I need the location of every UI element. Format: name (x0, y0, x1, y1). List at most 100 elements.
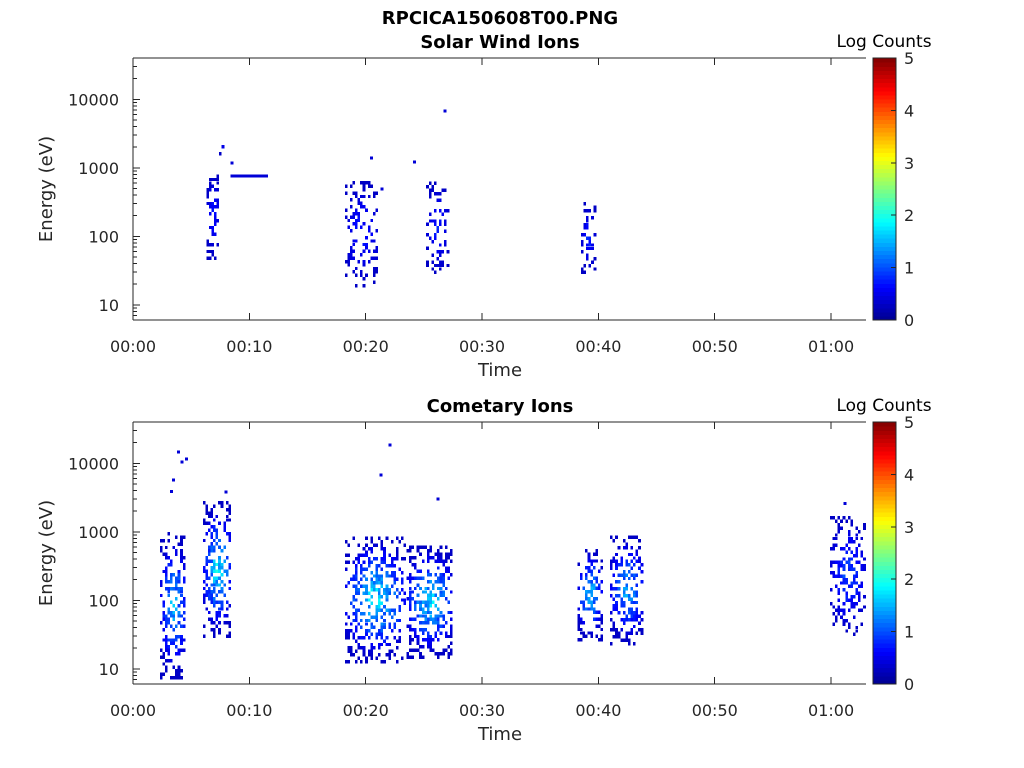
data-cell (380, 540, 384, 544)
data-cell (840, 608, 843, 613)
data-cell (630, 546, 634, 550)
data-cell (228, 624, 231, 628)
data-cell (352, 594, 355, 599)
data-cell (164, 566, 168, 570)
data-cell (214, 198, 217, 202)
data-cell (388, 653, 391, 657)
data-cell (835, 560, 838, 565)
data-cell (208, 242, 212, 247)
data-point (169, 489, 173, 493)
data-cell (595, 586, 598, 591)
data-cell (622, 617, 626, 622)
data-cell (406, 651, 409, 656)
data-cell (206, 191, 209, 195)
data-cell (352, 653, 355, 657)
data-cell (863, 564, 866, 568)
data-cell (439, 191, 442, 196)
data-cell (167, 658, 170, 663)
data-cell (378, 564, 381, 568)
data-cell (375, 249, 379, 253)
data-cell (437, 576, 440, 580)
data-cell (586, 209, 589, 213)
data-cell (372, 280, 376, 284)
data-cell (442, 590, 445, 594)
data-cell (210, 542, 214, 546)
colorbar-swatch (873, 434, 896, 439)
data-cell (370, 615, 373, 619)
data-cell (855, 550, 859, 554)
data-cell (635, 594, 639, 598)
data-cell (587, 590, 591, 594)
data-cell (393, 612, 396, 616)
data-cell (837, 526, 841, 530)
colorbar-swatch (873, 512, 896, 517)
data-cell (630, 535, 634, 540)
data-cell (444, 597, 448, 601)
data-cell (159, 549, 163, 553)
data-cell (837, 612, 841, 616)
data-cell (362, 649, 366, 654)
data-point (172, 478, 176, 482)
data-cell (352, 636, 355, 640)
data-cell (360, 564, 363, 568)
colorbar-swatch (873, 156, 896, 161)
data-cell (372, 194, 376, 199)
x-axis-label: Time (477, 724, 522, 745)
data-cell (406, 655, 409, 659)
data-cell (210, 621, 214, 625)
data-cell (180, 552, 183, 557)
data-cell (439, 590, 443, 594)
data-cell (375, 612, 379, 616)
data-cell (850, 564, 853, 568)
data-cell (214, 212, 217, 216)
data-cell (208, 225, 212, 230)
x-tick-label: 00:30 (459, 701, 505, 720)
data-cell (580, 617, 583, 621)
data-cell (355, 211, 358, 216)
colorbar-swatch (873, 430, 896, 435)
data-cell (210, 593, 214, 597)
data-cell (414, 556, 417, 560)
data-cell (390, 564, 394, 568)
data-cell (164, 658, 168, 663)
data-cell (840, 560, 843, 565)
colorbar-tick-label: 4 (904, 465, 914, 484)
data-cell (206, 256, 209, 260)
data-cell (347, 615, 350, 619)
data-cell (372, 273, 376, 277)
data-cell (630, 611, 634, 615)
data-cell (170, 580, 173, 584)
data-cell (180, 539, 183, 543)
data-cell (205, 593, 208, 597)
data-cell (383, 639, 386, 643)
data-cell (177, 610, 181, 615)
data-cell (208, 177, 212, 182)
data-cell (439, 219, 442, 223)
data-cell (615, 563, 618, 567)
data-cell (845, 619, 848, 623)
data-cell (847, 540, 851, 544)
data-cell (625, 542, 628, 546)
data-cell (367, 229, 371, 233)
colorbar-swatch (873, 495, 896, 501)
data-cell (421, 559, 425, 563)
data-cell (180, 669, 183, 673)
data-cell (378, 632, 381, 636)
data-cell (207, 552, 211, 556)
data-cell (362, 636, 366, 640)
data-cell (627, 631, 631, 635)
data-cell (228, 538, 231, 543)
data-cell (355, 194, 358, 199)
colorbar-swatch (873, 491, 896, 497)
data-cell (206, 242, 209, 247)
data-cell (444, 634, 448, 639)
data-cell (837, 591, 841, 595)
colorbar-swatch (873, 311, 896, 317)
data-cell (590, 631, 593, 635)
data-cell (365, 208, 368, 212)
data-cell (393, 622, 396, 626)
data-cell (625, 546, 628, 550)
data-cell (577, 624, 581, 628)
data-cell (388, 649, 391, 654)
data-cell (837, 516, 841, 520)
